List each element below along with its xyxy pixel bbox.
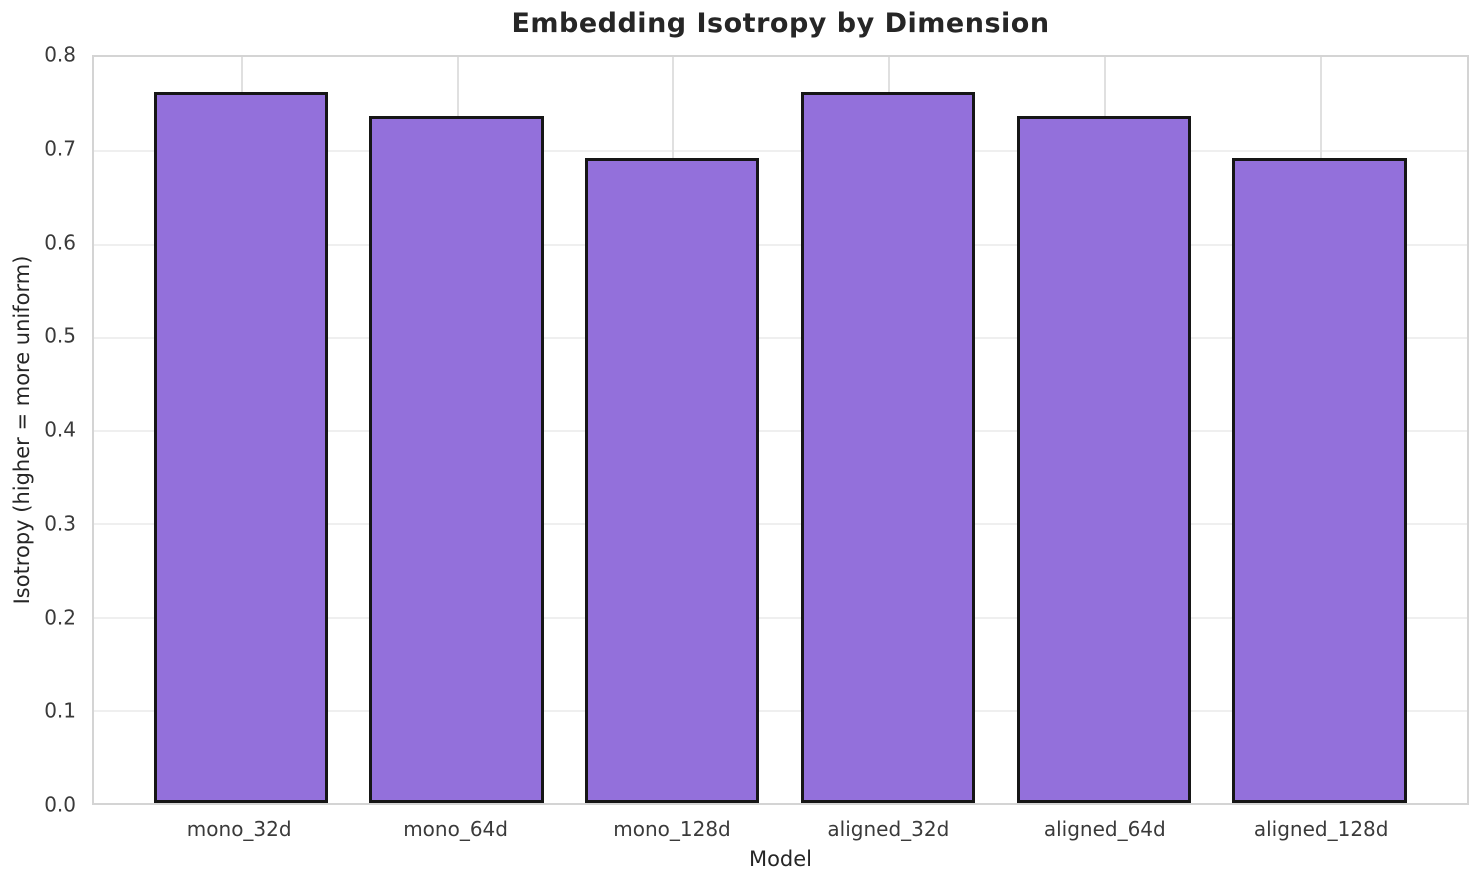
plot-area <box>92 55 1469 805</box>
y-tick-label: 0.5 <box>44 323 76 348</box>
y-tick-label: 0.4 <box>44 417 76 442</box>
horizontal-gridline <box>94 523 1467 526</box>
horizontal-gridline <box>94 243 1467 246</box>
horizontal-gridline <box>94 430 1467 432</box>
x-axis: mono_32d mono_64d mono_128d aligned_32d alig… <box>92 805 1469 847</box>
bar-mono_32d <box>153 91 328 803</box>
bar-mono_128d <box>585 157 760 803</box>
horizontal-gridline <box>94 336 1467 339</box>
horizontal-gridline <box>94 616 1467 619</box>
horizontal-gridline <box>94 150 1467 153</box>
y-tick-label: 0.6 <box>44 230 76 255</box>
y-tick-label: 0.7 <box>44 136 76 161</box>
y-tick-label: 0.1 <box>44 698 76 723</box>
y-tick-label: 0.3 <box>44 511 76 536</box>
y-tick-label: 0.0 <box>44 792 76 817</box>
x-tick-label: aligned_64d <box>1043 817 1166 841</box>
bar-mono_64d <box>369 115 544 803</box>
x-tick-label: aligned_32d <box>827 817 950 841</box>
x-tick-label: aligned_128d <box>1253 817 1389 841</box>
x-tick-label: mono_32d <box>186 817 292 841</box>
bar-aligned_32d <box>800 91 976 803</box>
bar-aligned_128d <box>1232 157 1407 803</box>
x-axis-label: Model <box>748 847 813 871</box>
y-tick-label: 0.2 <box>44 605 76 630</box>
y-axis: 0.0 0.1 0.2 0.3 0.4 0.5 0.6 0.7 0.8 <box>0 43 76 817</box>
chart-title: Embedding Isotropy by Dimension <box>511 8 1050 39</box>
x-tick-label: mono_64d <box>403 817 508 841</box>
horizontal-gridline <box>94 709 1467 712</box>
bar-aligned_64d <box>1016 115 1191 803</box>
x-tick-label: mono_128d <box>613 817 731 841</box>
y-tick-label: 0.8 <box>44 42 76 67</box>
